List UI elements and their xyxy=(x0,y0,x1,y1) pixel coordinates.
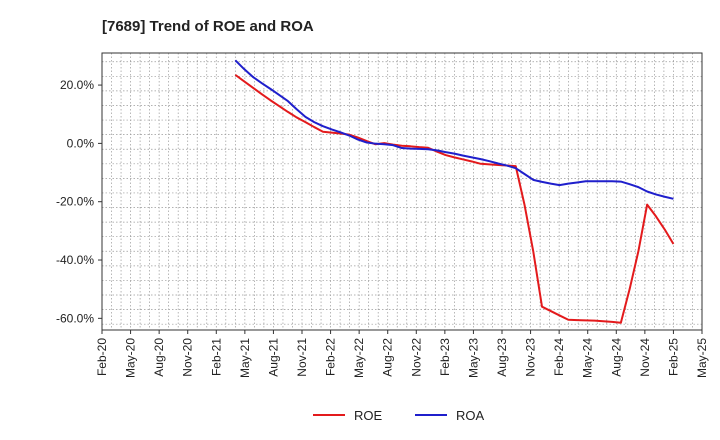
x-tick-label: Aug-24 xyxy=(609,338,623,377)
y-tick-label: -60.0% xyxy=(56,311,94,325)
series-line-roe xyxy=(234,74,675,324)
x-tick-label: Feb-23 xyxy=(438,338,452,376)
y-tick-label: -40.0% xyxy=(56,253,94,267)
x-tick-label: Aug-22 xyxy=(381,338,395,377)
x-tick-label: Aug-23 xyxy=(495,338,509,377)
y-tick-label: -20.0% xyxy=(56,195,94,209)
x-axis-ticks: Feb-20 May-20 Aug-20 Nov-20 Feb-21 May-21 Aug-… xyxy=(95,330,709,378)
x-tick-label: May-21 xyxy=(238,338,252,378)
legend-label-roa: ROA xyxy=(456,408,485,423)
x-tick-label: May-23 xyxy=(466,338,480,378)
x-tick-label: Feb-24 xyxy=(552,338,566,376)
y-axis-ticks: 20.0% 0.0% -20.0% -40.0% -60.0% xyxy=(56,78,102,325)
x-tick-label: Feb-25 xyxy=(666,338,680,376)
x-tick-label: Nov-24 xyxy=(638,338,652,377)
legend-label-roe: ROE xyxy=(354,408,383,423)
x-tick-label: Nov-21 xyxy=(295,338,309,377)
x-tick-label: May-22 xyxy=(352,338,366,378)
x-tick-label: May-20 xyxy=(124,338,138,378)
legend: ROE ROA xyxy=(313,408,485,423)
series-line-roa xyxy=(234,59,674,200)
x-tick-label: Nov-23 xyxy=(524,338,538,377)
grid-lines xyxy=(102,53,702,330)
x-tick-label: Feb-21 xyxy=(209,338,223,376)
chart-title: [7689] Trend of ROE and ROA xyxy=(102,18,314,35)
y-tick-label: 0.0% xyxy=(67,136,95,150)
x-tick-label: Nov-20 xyxy=(181,338,195,377)
x-tick-label: Feb-20 xyxy=(95,338,109,376)
series-lines xyxy=(234,59,675,324)
x-tick-label: May-24 xyxy=(581,338,595,378)
plot-frame xyxy=(101,52,703,331)
x-tick-label: Feb-22 xyxy=(324,338,338,376)
x-tick-label: May-25 xyxy=(695,338,709,378)
x-tick-label: Aug-20 xyxy=(152,338,166,377)
y-tick-label: 20.0% xyxy=(60,78,94,92)
x-tick-label: Nov-22 xyxy=(409,338,423,377)
x-tick-label: Aug-21 xyxy=(266,338,280,377)
